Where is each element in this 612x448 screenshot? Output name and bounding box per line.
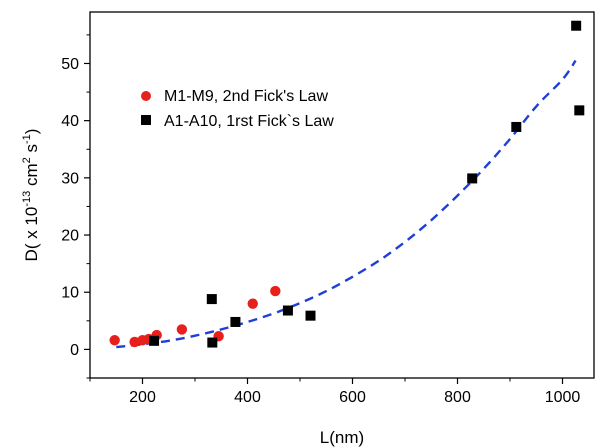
x-tick-label: 200	[129, 389, 156, 406]
data-point-series-2	[571, 20, 582, 31]
data-point-series-2	[230, 316, 241, 327]
x-tick-label: 600	[339, 389, 366, 406]
legend-marker-series-2	[141, 115, 151, 125]
data-point-series-2	[282, 305, 293, 316]
data-markers	[109, 20, 585, 348]
data-point-series-1	[109, 335, 120, 346]
data-point-series-1	[247, 298, 258, 309]
y-axis-title: D( x 10-13 cm2 s-1)	[21, 129, 41, 262]
data-point-series-2	[574, 105, 585, 116]
y-tick-labels: 0 10 20 30 40 50	[61, 56, 79, 359]
data-point-series-2	[149, 335, 160, 346]
data-point-series-1	[129, 336, 140, 348]
x-tick-label: 1000	[545, 389, 581, 406]
y-tick-label: 50	[61, 56, 79, 73]
data-point-series-2	[511, 121, 522, 132]
x-tick-label: 800	[444, 389, 471, 406]
legend-marker-series-1	[141, 91, 151, 101]
y-tick-label: 0	[70, 342, 79, 359]
y-tick-label: 10	[61, 285, 79, 302]
y-tick-label: 20	[61, 228, 79, 245]
fit-curve	[116, 59, 577, 349]
y-tick-label: 40	[61, 113, 79, 130]
legend-label-series-2: A1-A10, 1rst Fick`s Law	[164, 113, 334, 130]
y-tick-label: 30	[61, 170, 79, 187]
data-point-series-2	[305, 310, 316, 321]
x-axis-title: L(nm)	[320, 428, 364, 447]
x-tick-labels: 200 400 600 800 1000	[129, 389, 580, 406]
data-point-series-1	[270, 285, 281, 297]
legend-label-series-1: M1-M9, 2nd Fick's Law	[164, 88, 328, 105]
legend: M1-M9, 2nd Fick's Law A1-A10, 1rst Fick`…	[141, 88, 334, 130]
plot-frame	[89, 11, 595, 379]
data-point-series-1	[176, 324, 188, 335]
data-point-series-2	[467, 173, 478, 184]
x-tick-label: 400	[234, 389, 261, 406]
axis-ticks	[84, 34, 564, 384]
data-point-series-2	[207, 337, 218, 348]
data-point-series-2	[206, 294, 217, 305]
